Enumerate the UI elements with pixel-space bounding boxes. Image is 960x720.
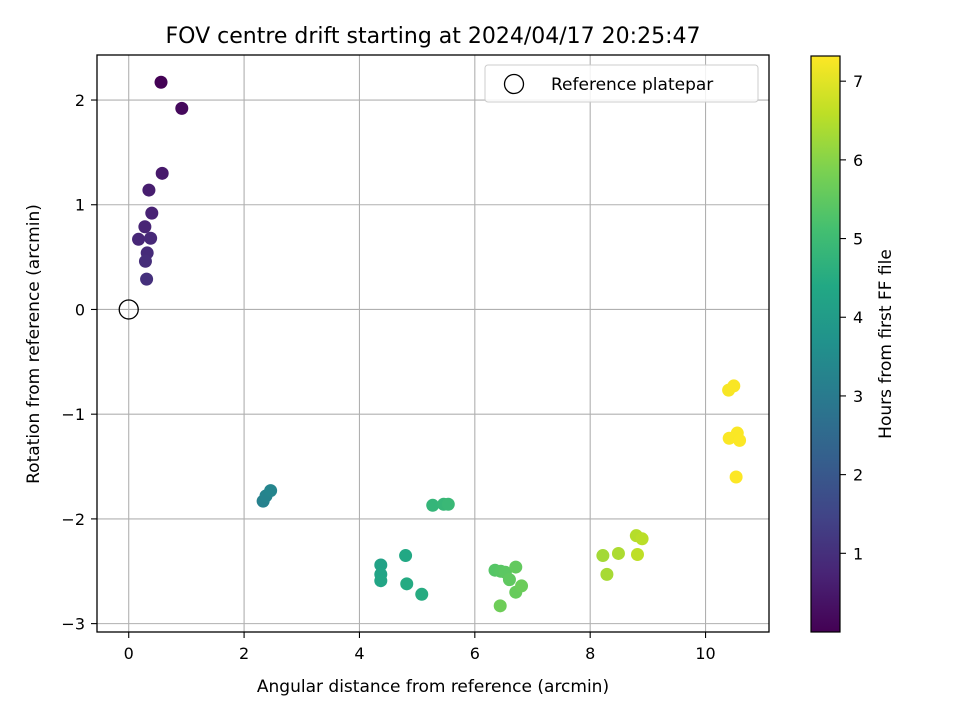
data-point	[426, 498, 440, 512]
data-point	[132, 232, 146, 246]
x-tick-label: 8	[585, 644, 595, 663]
data-point	[138, 220, 152, 234]
data-point	[142, 183, 156, 197]
data-point	[733, 433, 747, 447]
data-point	[138, 254, 152, 268]
data-point	[729, 470, 743, 484]
x-tick-label: 4	[354, 644, 364, 663]
data-point	[374, 558, 388, 572]
chart-title: FOV centre drift starting at 2024/04/17 …	[166, 24, 701, 49]
data-point	[611, 546, 625, 560]
y-tick-label: −2	[61, 510, 85, 529]
y-tick-label: −1	[61, 405, 85, 424]
data-point	[264, 484, 278, 498]
legend: Reference platepar	[484, 64, 759, 103]
colorbar-tick-label: 3	[853, 387, 863, 406]
x-tick-label: 10	[695, 644, 715, 663]
data-point	[493, 599, 507, 613]
plot-area-frame	[96, 54, 770, 633]
y-tick-label: 2	[75, 91, 85, 110]
data-point	[635, 532, 649, 546]
y-tick-label: 1	[75, 196, 85, 215]
reference-platepar-marker	[118, 299, 139, 320]
y-axis-title: Rotation from reference (arcmin)	[24, 204, 44, 484]
data-point	[175, 101, 189, 115]
data-point	[154, 75, 168, 89]
colorbar-ticks: 1 2 3 4 5 6 7	[840, 72, 863, 563]
data-point	[400, 577, 414, 591]
data-point	[509, 560, 523, 574]
x-axis-title: Angular distance from reference (arcmin)	[257, 677, 609, 697]
y-tick-label: −3	[61, 615, 85, 634]
colorbar-tick-label: 6	[853, 151, 863, 170]
colorbar	[810, 55, 841, 633]
data-point	[145, 206, 159, 220]
data-point	[140, 272, 154, 286]
y-tick-label: 0	[75, 300, 85, 319]
colorbar-tick-label: 4	[853, 308, 863, 327]
legend-label-reference: Reference platepar	[551, 75, 713, 95]
legend-box	[484, 64, 759, 103]
data-point	[415, 587, 429, 601]
x-tick-label: 2	[239, 644, 249, 663]
colorbar-tick-label: 2	[853, 466, 863, 485]
data-points	[118, 75, 747, 613]
colorbar-tick-label: 1	[853, 544, 863, 563]
y-axis-ticks: −3 −2 −1 0 1 2	[61, 91, 97, 634]
data-point	[515, 579, 529, 593]
data-point	[374, 574, 388, 588]
data-point	[502, 573, 516, 587]
data-point	[399, 549, 413, 563]
data-point	[441, 497, 455, 511]
data-point	[155, 166, 169, 180]
x-axis-ticks: 0 2 4 6 8 10	[124, 632, 716, 663]
data-point	[600, 567, 614, 581]
data-point	[144, 231, 158, 245]
colorbar-tick-label: 7	[853, 72, 863, 91]
colorbar-tick-label: 5	[853, 230, 863, 249]
legend-marker-reference	[503, 73, 525, 95]
data-point	[596, 549, 610, 563]
x-tick-label: 6	[470, 644, 480, 663]
x-tick-label: 0	[124, 644, 134, 663]
data-point	[727, 379, 741, 393]
gridlines	[97, 55, 769, 632]
data-point	[630, 548, 644, 562]
colorbar-title: Hours from first FF file	[876, 249, 896, 439]
